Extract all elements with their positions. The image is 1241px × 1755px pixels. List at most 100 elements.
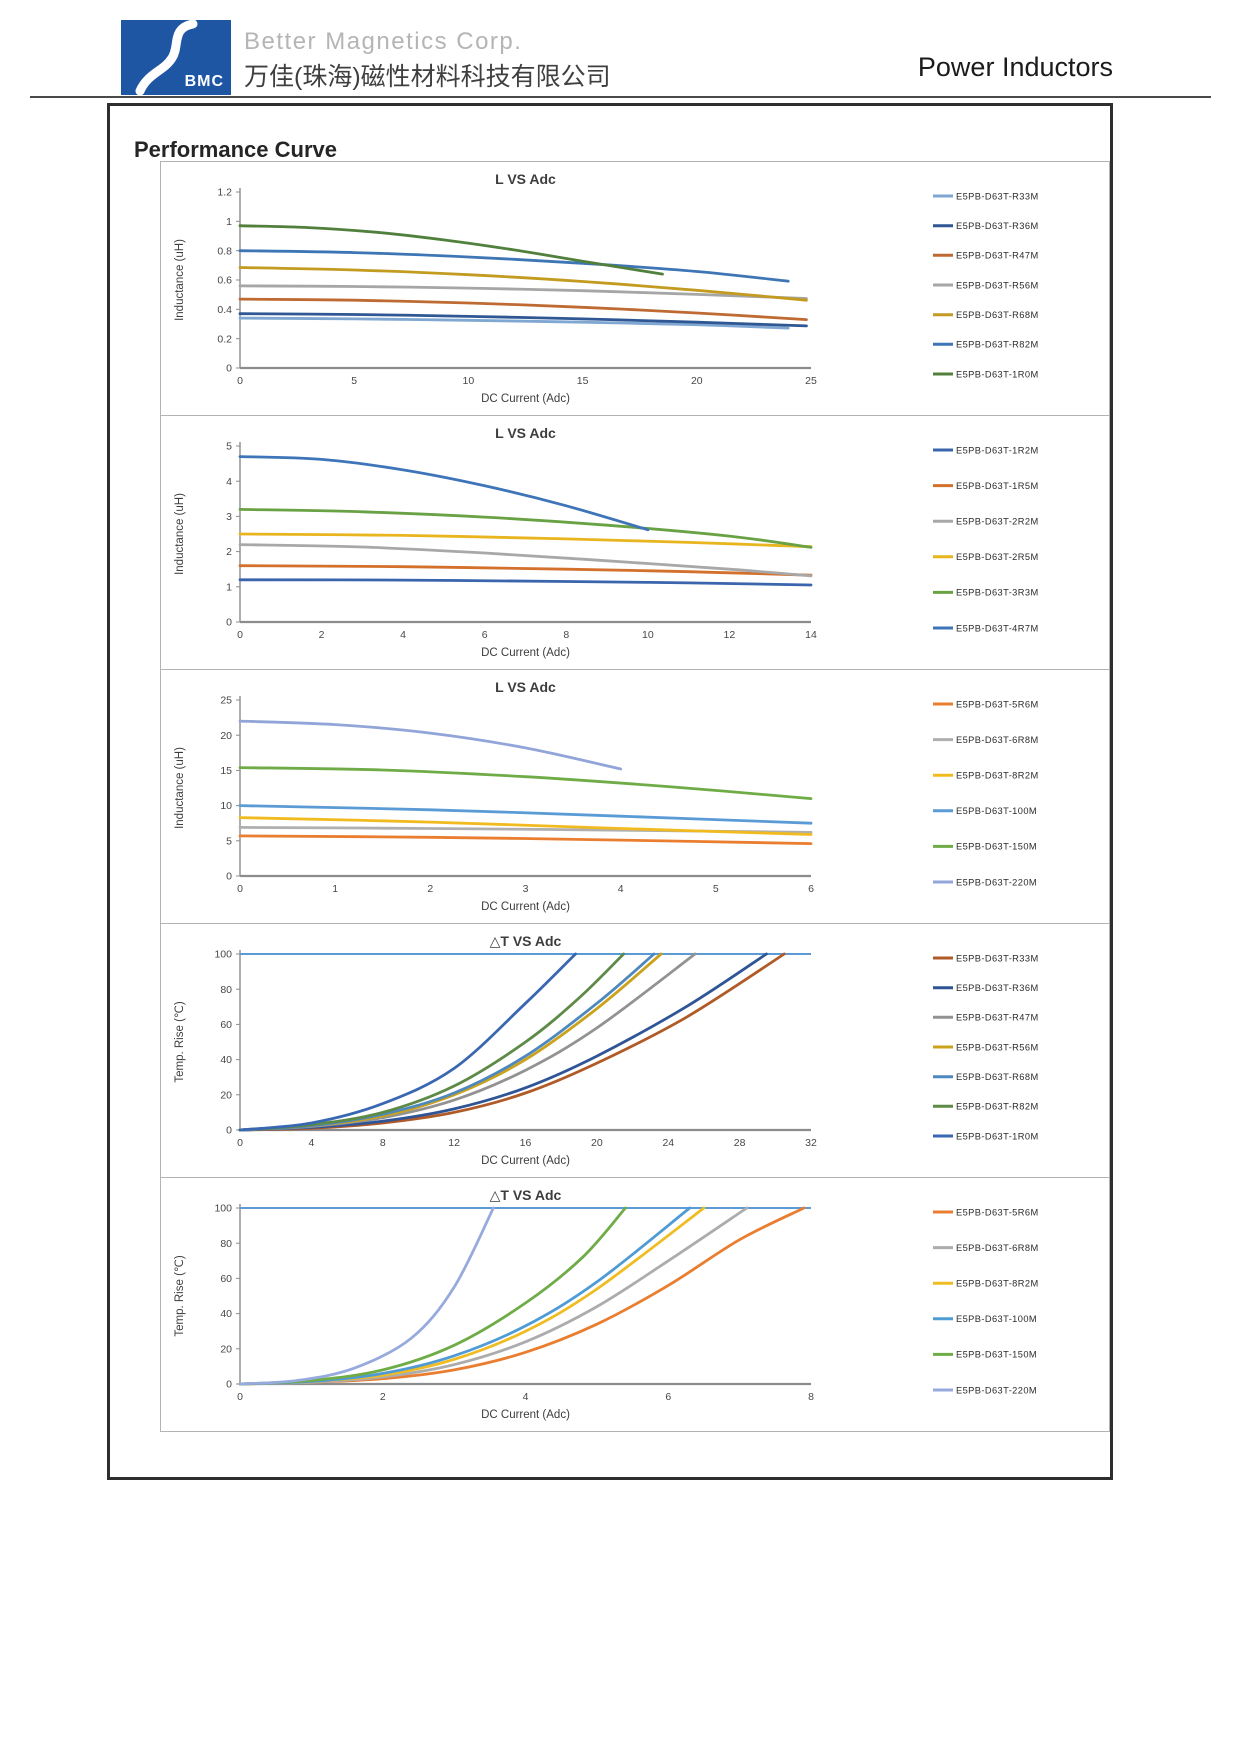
series-curve xyxy=(238,804,813,825)
legend-label: E5PB-D63T-3R3M xyxy=(956,588,1039,598)
y-tick-label: 0 xyxy=(226,363,232,375)
x-tick-label: 15 xyxy=(577,375,589,387)
x-tick-label: 10 xyxy=(463,375,475,387)
legend-label: E5PB-D63T-8R2M xyxy=(956,1279,1039,1289)
series-curve xyxy=(238,532,813,549)
legend-label: E5PB-D63T-8R2M xyxy=(956,771,1039,781)
legend-label: E5PB-D63T-220M xyxy=(956,877,1037,887)
legend-label: E5PB-D63T-5R6M xyxy=(956,1207,1039,1217)
x-tick-label: 5 xyxy=(713,883,719,895)
x-axis-title: DC Current (Adc) xyxy=(481,647,570,659)
series-curve xyxy=(238,249,790,283)
product-category-title: Power Inductors xyxy=(917,52,1113,82)
x-tick-label: 8 xyxy=(563,629,569,641)
series-curve xyxy=(238,719,623,771)
y-tick-label: 80 xyxy=(220,1238,232,1250)
x-tick-label: 0 xyxy=(237,883,243,895)
x-tick-label: 2 xyxy=(380,1391,386,1403)
x-tick-label: 8 xyxy=(808,1391,814,1403)
series-curve xyxy=(238,766,813,800)
legend-label: E5PB-D63T-R56M xyxy=(956,280,1039,290)
x-tick-label: 32 xyxy=(805,1137,817,1149)
y-tick-label: 0.6 xyxy=(217,275,232,287)
chart-title: △T VS Adc xyxy=(490,933,562,949)
x-tick-label: 4 xyxy=(400,629,406,641)
y-axis-title: Inductance (uH) xyxy=(174,493,186,575)
x-tick-label: 12 xyxy=(724,629,736,641)
legend-label: E5PB-D63T-150M xyxy=(956,842,1037,852)
legend-label: E5PB-D63T-R56M xyxy=(956,1042,1039,1052)
y-tick-label: 2 xyxy=(226,546,232,558)
chart-temp-rise-vs-adc-group2: △T VS Adc 0 20 40 60 80 100 0 2 4 6 8 DC Current (Ad… xyxy=(160,1177,1110,1432)
legend-label: E5PB-D63T-100M xyxy=(956,806,1037,816)
series-curve xyxy=(238,1206,692,1386)
y-tick-label: 100 xyxy=(214,949,232,961)
legend-label: E5PB-D63T-1R5M xyxy=(956,481,1039,491)
company-name-english: Better Magnetics Corp. xyxy=(244,28,523,55)
x-tick-label: 20 xyxy=(591,1137,603,1149)
chart-title: L VS Adc xyxy=(495,425,556,441)
legend-label: E5PB-D63T-2R5M xyxy=(956,552,1039,562)
y-tick-label: 80 xyxy=(220,984,232,996)
x-tick-label: 8 xyxy=(380,1137,386,1149)
series-curve xyxy=(238,578,813,587)
legend-label: E5PB-D63T-R36M xyxy=(956,221,1039,231)
y-tick-label: 1.2 xyxy=(217,187,232,199)
series-curve xyxy=(238,508,813,549)
series-curve xyxy=(238,952,577,1132)
legend-label: E5PB-D63T-R47M xyxy=(956,1013,1039,1023)
y-tick-label: 15 xyxy=(220,765,232,777)
y-axis-title: Inductance (uH) xyxy=(174,239,186,321)
legend-label: E5PB-D63T-2R2M xyxy=(956,517,1039,527)
y-tick-label: 5 xyxy=(226,835,232,847)
x-tick-label: 4 xyxy=(523,1391,529,1403)
x-tick-label: 1 xyxy=(332,883,338,895)
x-tick-label: 2 xyxy=(427,883,433,895)
legend-label: E5PB-D63T-1R0M xyxy=(956,369,1039,379)
series-curve xyxy=(238,952,786,1132)
series-curve xyxy=(238,543,813,578)
legend-label: E5PB-D63T-6R8M xyxy=(956,735,1039,745)
y-tick-label: 0 xyxy=(226,871,232,883)
y-tick-label: 1 xyxy=(226,581,232,593)
x-tick-label: 6 xyxy=(482,629,488,641)
x-axis-title: DC Current (Adc) xyxy=(481,393,570,405)
x-tick-label: 0 xyxy=(237,375,243,387)
y-tick-label: 10 xyxy=(220,800,232,812)
y-tick-label: 0 xyxy=(226,617,232,629)
series-curve xyxy=(238,316,790,330)
y-tick-label: 20 xyxy=(220,1343,232,1355)
y-axis-title: Temp. Rise (℃) xyxy=(174,1255,186,1336)
series-curve xyxy=(238,834,813,845)
series-curve xyxy=(238,1206,706,1386)
legend-label: E5PB-D63T-R68M xyxy=(956,1072,1039,1082)
series-curve xyxy=(238,952,625,1132)
x-tick-label: 24 xyxy=(662,1137,674,1149)
legend-label: E5PB-D63T-R82M xyxy=(956,340,1039,350)
y-tick-label: 0 xyxy=(226,1379,232,1391)
legend-label: E5PB-D63T-4R7M xyxy=(956,623,1039,633)
x-axis-title: DC Current (Adc) xyxy=(481,901,570,913)
x-tick-label: 4 xyxy=(618,883,624,895)
y-tick-label: 20 xyxy=(220,730,232,742)
x-tick-label: 14 xyxy=(805,629,817,641)
chart-title: L VS Adc xyxy=(495,679,556,695)
x-tick-label: 5 xyxy=(351,375,357,387)
chart-title: △T VS Adc xyxy=(490,1187,562,1203)
legend-label: E5PB-D63T-R33M xyxy=(956,191,1039,201)
x-tick-label: 0 xyxy=(237,629,243,641)
logo-s-icon xyxy=(135,20,198,95)
series-curve xyxy=(238,284,808,300)
legend-label: E5PB-D63T-5R6M xyxy=(956,699,1039,709)
series-curve xyxy=(238,455,650,532)
x-tick-label: 0 xyxy=(237,1391,243,1403)
series-curve xyxy=(238,297,808,321)
series-curve xyxy=(238,564,813,577)
logo-bmc-text: BMC xyxy=(184,73,224,90)
y-tick-label: 0.2 xyxy=(217,333,232,345)
legend-label: E5PB-D63T-1R0M xyxy=(956,1131,1039,1141)
series-curve xyxy=(238,1206,627,1386)
x-tick-label: 12 xyxy=(448,1137,460,1149)
y-tick-label: 40 xyxy=(220,1054,232,1066)
series-curve xyxy=(238,266,808,302)
